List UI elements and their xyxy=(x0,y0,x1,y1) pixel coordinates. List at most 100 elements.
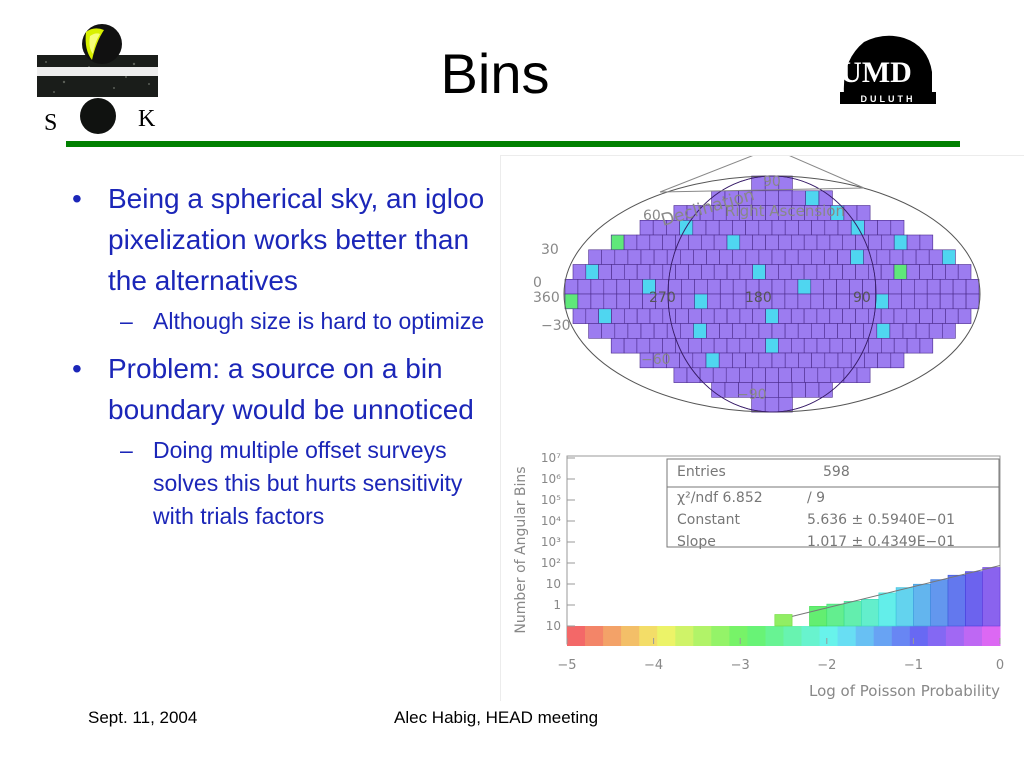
sky-bin xyxy=(836,293,850,310)
declination-tick: −90 xyxy=(737,387,767,403)
bullet-2: Problem: a source on a bin boundary woul… xyxy=(70,348,500,430)
sky-bin xyxy=(666,249,681,265)
sky-bin xyxy=(842,338,856,354)
hist-x-tick: −1 xyxy=(904,658,923,673)
sky-bin xyxy=(590,293,605,310)
hist-y-tick: 10 xyxy=(546,619,561,633)
sky-bin xyxy=(778,382,793,398)
sky-bin xyxy=(692,352,707,369)
sky-bin xyxy=(699,367,714,383)
sky-bin xyxy=(705,220,720,236)
color-strip-cell xyxy=(982,626,1001,646)
ra-tick: 270 xyxy=(649,290,676,306)
sky-bin xyxy=(778,234,792,251)
sky-bin xyxy=(713,264,728,280)
sky-bin xyxy=(797,293,812,310)
stats-label: Constant xyxy=(677,512,740,528)
sky-bin xyxy=(764,397,780,413)
sky-bin xyxy=(880,234,895,251)
sky-bin xyxy=(590,279,605,295)
sky-bin xyxy=(790,338,805,354)
sky-bin xyxy=(752,367,766,383)
hist-y-tick: 10 xyxy=(546,577,561,591)
stats-label: Slope xyxy=(677,534,716,550)
sky-bin xyxy=(611,264,625,280)
sky-bin xyxy=(906,264,920,280)
sky-bin xyxy=(601,249,616,265)
sky-bin xyxy=(823,279,837,295)
sky-bin xyxy=(824,249,838,265)
hist-bar xyxy=(982,567,1001,627)
sky-bin xyxy=(778,338,792,354)
sky-bin xyxy=(675,338,689,354)
sky-bin xyxy=(906,234,921,251)
sky-bin xyxy=(932,308,946,324)
sky-bin xyxy=(726,234,741,251)
hist-bar xyxy=(913,583,931,627)
sky-bin xyxy=(824,352,839,369)
sky-bin xyxy=(713,338,728,354)
sky-bin xyxy=(623,234,638,251)
sky-bin xyxy=(902,323,917,339)
footer-event: Alec Habig, HEAD meeting xyxy=(394,708,599,727)
sky-bin xyxy=(778,264,792,280)
sky-bin xyxy=(771,249,786,265)
sky-bin xyxy=(906,338,921,354)
sky-bin xyxy=(941,323,956,339)
umd-duluth-text: DULUTH xyxy=(861,94,916,104)
sky-bin xyxy=(739,234,754,251)
sky-bin xyxy=(945,308,959,324)
sky-bin xyxy=(662,234,676,251)
sky-bin xyxy=(893,308,908,324)
title-divider xyxy=(66,141,960,147)
sky-bin xyxy=(803,234,818,251)
sky-bin xyxy=(810,323,825,339)
sky-bin xyxy=(771,279,786,295)
sky-bin xyxy=(877,352,892,369)
sky-bin xyxy=(829,338,844,354)
sky-bin xyxy=(790,264,805,280)
sky-bin xyxy=(765,264,779,280)
declination-tick: 0 xyxy=(533,275,542,291)
sky-bin xyxy=(653,323,668,339)
sky-bin xyxy=(640,249,655,265)
sky-bin xyxy=(919,308,933,324)
sky-bin xyxy=(758,249,773,265)
sky-bin xyxy=(824,323,838,339)
stats-label: χ²/ndf 6.852 xyxy=(677,490,763,506)
sky-bin xyxy=(720,293,734,310)
sky-bin xyxy=(771,220,786,236)
sky-bin xyxy=(932,264,946,280)
footer-date: Sept. 11, 2004 xyxy=(88,708,198,727)
sky-bin xyxy=(823,293,837,310)
hist-x-tick: −2 xyxy=(817,658,836,673)
sky-bin xyxy=(765,338,779,354)
sky-bin xyxy=(816,338,831,354)
color-strip-cell xyxy=(567,626,586,646)
hist-x-tick: −4 xyxy=(644,658,663,673)
sky-bin xyxy=(906,308,920,324)
sky-bin xyxy=(572,264,587,280)
sky-bin xyxy=(688,234,702,251)
sky-bin xyxy=(816,308,830,324)
color-strip-cell xyxy=(837,626,857,646)
poisson-histogram: 10 1 10 10² 10³ 10⁴ 10⁵ 10⁶ 10⁷ −5 −4 −3 −2 −1 0 Log of… xyxy=(513,451,1004,700)
sky-bin xyxy=(915,249,930,265)
sky-bin xyxy=(572,308,587,324)
super-kamiokande-logo xyxy=(37,24,158,134)
sky-bin xyxy=(627,249,642,265)
sky-bin xyxy=(752,308,766,324)
sky-bin xyxy=(564,279,579,295)
hist-x-label: Log of Poisson Probability xyxy=(809,682,1000,700)
logo-letter-k: K xyxy=(138,106,156,132)
sky-bin xyxy=(850,249,865,265)
sky-bin xyxy=(797,249,812,265)
color-strip-cell xyxy=(783,626,802,646)
sky-bin xyxy=(965,279,980,295)
sky-bin xyxy=(856,367,871,383)
sky-bin xyxy=(726,264,741,280)
sky-bin xyxy=(719,323,734,339)
sky-bin xyxy=(797,279,812,295)
sky-bin xyxy=(804,367,819,383)
sky-bin xyxy=(629,279,643,295)
